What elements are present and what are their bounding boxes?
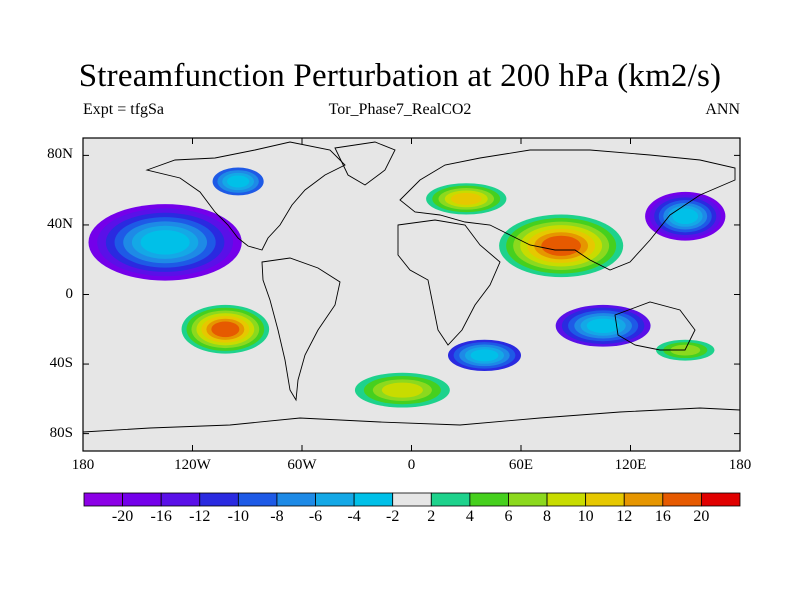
colorbar-box xyxy=(353,492,394,507)
colorbar-label: 16 xyxy=(654,508,671,525)
run-name-label: Tor_Phase7_RealCO2 xyxy=(328,101,472,118)
y-tick-label: 0 xyxy=(65,285,74,302)
coast-south-america xyxy=(261,257,341,402)
season-label: ANN xyxy=(705,101,740,118)
colorbar-box xyxy=(237,492,278,507)
colorbar-box xyxy=(701,492,741,507)
contour-blob-5-level-6 xyxy=(672,208,699,225)
colorbar-box xyxy=(662,492,702,507)
colorbar-label: -16 xyxy=(150,508,172,525)
colorbar-label: 6 xyxy=(504,508,513,525)
colorbar-label: 10 xyxy=(577,508,594,525)
colorbar-label: -20 xyxy=(111,508,134,525)
colorbar-label: -2 xyxy=(386,508,400,525)
contour-blob-0-level-6 xyxy=(140,230,190,255)
x-tick-label: 120E xyxy=(614,457,647,473)
colorbar-box xyxy=(392,492,432,507)
colorbar-label: 20 xyxy=(693,508,710,525)
x-tick-label: 120W xyxy=(174,457,211,473)
colorbar-box xyxy=(83,492,123,507)
contour-blob-4-level-4 xyxy=(450,192,482,205)
x-tick-label: 180 xyxy=(728,457,752,473)
contour-field xyxy=(88,167,726,408)
coastlines xyxy=(83,141,740,433)
colorbar-box xyxy=(199,492,239,507)
colorbar-box xyxy=(585,492,625,507)
colorbar-box xyxy=(276,492,316,507)
colorbar-box xyxy=(122,492,162,507)
coast-eurasia xyxy=(399,149,736,271)
y-tick-label: 40S xyxy=(49,355,73,372)
contour-blob-1-level-3 xyxy=(227,175,250,188)
x-tick-label: 0 xyxy=(407,457,416,473)
contour-blob-8-level-3 xyxy=(381,382,423,398)
coast-australia xyxy=(614,301,696,351)
colorbar-label: 4 xyxy=(465,508,474,525)
coast-greenland xyxy=(334,141,396,186)
x-tick-label: 180 xyxy=(71,457,95,473)
colorbar-box xyxy=(315,492,355,507)
colorbar-label: -12 xyxy=(189,508,211,525)
colorbar-label: 2 xyxy=(427,508,436,525)
experiment-label: Expt = tfgSa xyxy=(83,101,165,118)
coast-north-america xyxy=(145,141,346,251)
contour-blob-7-level-4 xyxy=(470,349,499,362)
axis-ticks xyxy=(82,138,741,451)
colorbar-label: 8 xyxy=(543,508,552,525)
colorbar-box xyxy=(430,492,471,507)
contour-blob-6-level-5 xyxy=(586,318,620,334)
y-tick-label: 80N xyxy=(47,146,73,163)
colorbar-label: -10 xyxy=(227,508,249,525)
y-tick-label: 40N xyxy=(47,215,73,232)
colorbar-box xyxy=(508,492,548,507)
coast-antarctica xyxy=(83,407,740,433)
chart-title: Streamfunction Perturbation at 200 hPa (… xyxy=(78,58,722,94)
colorbar xyxy=(83,492,741,507)
colorbar-box xyxy=(623,492,664,507)
x-tick-label: 60E xyxy=(508,457,534,473)
colorbar-label: -4 xyxy=(347,508,361,525)
colorbar-label: -8 xyxy=(270,508,284,525)
y-tick-label: 80S xyxy=(49,424,73,441)
colorbar-label: -6 xyxy=(308,508,323,525)
coast-africa xyxy=(397,219,501,346)
contour-blob-3-level-6 xyxy=(541,235,582,256)
colorbar-label: 12 xyxy=(616,508,633,525)
contour-blob-2-level-6 xyxy=(211,321,240,338)
colorbar-box xyxy=(160,492,201,507)
colorbar-box xyxy=(546,492,587,507)
colorbar-box xyxy=(469,492,509,507)
x-tick-label: 60W xyxy=(287,457,317,473)
